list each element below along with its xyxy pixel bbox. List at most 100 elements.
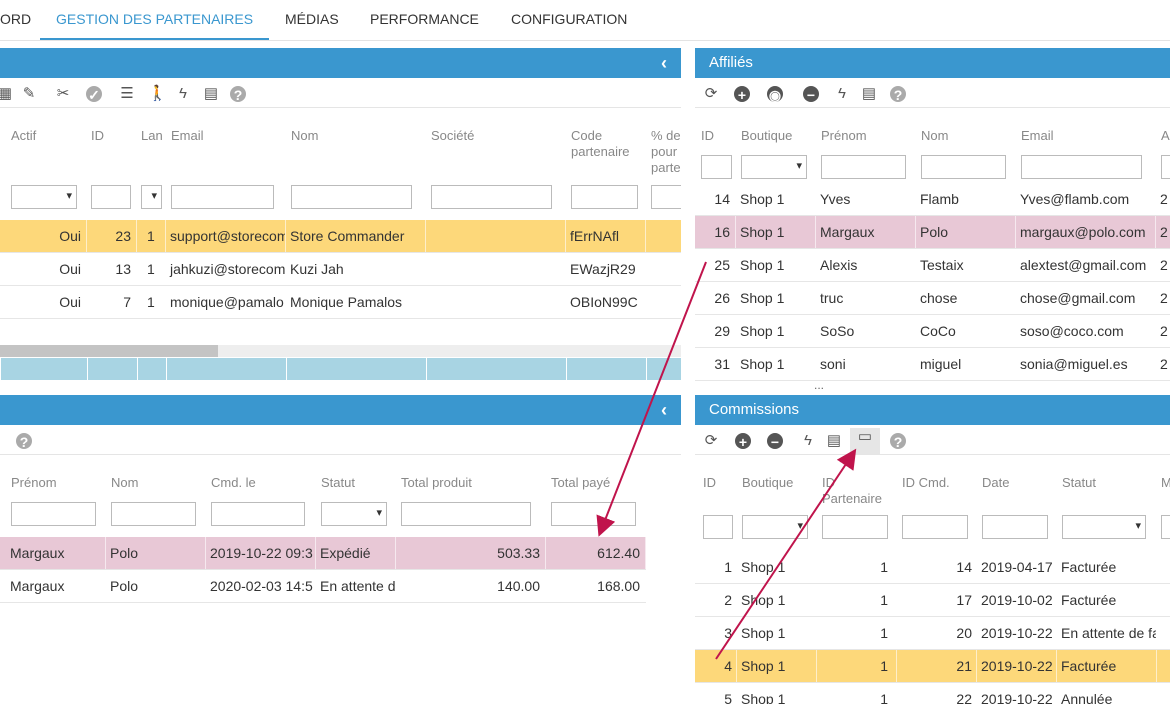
column-header[interactable]: Code partenaire — [571, 128, 630, 159]
tab-configuration[interactable]: CONFIGURATION — [511, 11, 628, 27]
collapse-chevron-icon[interactable]: ‹ — [661, 53, 667, 73]
tab-performance[interactable]: PERFORMANCE — [370, 11, 479, 27]
column-header[interactable]: Prénom — [11, 475, 57, 490]
help-icon[interactable]: ? — [230, 86, 246, 103]
column-header[interactable]: Total produit — [401, 475, 472, 490]
column-filter-input[interactable] — [1161, 155, 1170, 179]
column-filter-select[interactable] — [741, 155, 807, 179]
column-filter-select[interactable] — [1062, 515, 1146, 539]
column-filter-input[interactable] — [921, 155, 1006, 179]
export-icon[interactable]: ▤ — [826, 432, 842, 449]
column-filter-input[interactable] — [651, 185, 681, 209]
column-header[interactable]: Email — [171, 128, 204, 143]
table-row[interactable]: 4 Shop 1 1 21 2019-10-22 Facturée — [695, 650, 1170, 683]
column-header[interactable]: ID Cmd. — [902, 475, 950, 490]
column-header[interactable]: ID — [91, 128, 104, 143]
column-header[interactable]: Nom — [111, 475, 139, 490]
column-filter-select[interactable] — [321, 502, 387, 526]
table-row[interactable]: 1 Shop 1 1 14 2019-04-17 Facturée — [695, 551, 1170, 584]
column-filter-input[interactable] — [1161, 515, 1170, 539]
column-filter-input[interactable] — [91, 185, 131, 209]
column-filter-select[interactable] — [742, 515, 808, 539]
column-filter-input[interactable] — [822, 515, 888, 539]
help-icon[interactable]: ? — [890, 433, 906, 450]
column-filter-input[interactable] — [11, 502, 96, 526]
column-filter-input[interactable] — [291, 185, 412, 209]
table-row[interactable]: Oui 7 1 monique@pamalo Monique Pamalos OBIoN9… — [0, 286, 681, 319]
column-filter-input[interactable] — [1021, 155, 1142, 179]
column-header[interactable]: ID Partenaire — [822, 475, 882, 506]
table-row[interactable]: 3 Shop 1 1 20 2019-10-22 En attente de fa — [695, 617, 1170, 650]
column-header[interactable]: Lan — [141, 128, 163, 143]
column-filter-input[interactable] — [821, 155, 906, 179]
invoice-icon[interactable]: ▭ — [850, 428, 880, 454]
column-header[interactable]: Nom — [921, 128, 949, 143]
lightning-icon[interactable]: ϟ — [838, 85, 846, 102]
collapse-chevron-icon[interactable]: ‹ — [661, 400, 667, 420]
column-header[interactable]: Date — [982, 475, 1010, 490]
column-filter-input[interactable] — [701, 155, 732, 179]
table-row[interactable]: 5 Shop 1 1 22 2019-10-22 Annulée — [695, 683, 1170, 704]
column-header[interactable]: Actif — [11, 128, 37, 143]
table-row[interactable]: 14 Shop 1 Yves Flamb Yves@flamb.com 2 — [695, 183, 1170, 216]
lightning-icon[interactable]: ϟ — [804, 432, 812, 449]
export-icon[interactable]: ▤ — [861, 85, 877, 102]
column-header[interactable]: A — [1161, 128, 1170, 143]
column-header[interactable]: Email — [1021, 128, 1054, 143]
table-row[interactable]: 16 Shop 1 Margaux Polo margaux@polo.com 2 — [695, 216, 1170, 249]
check-icon[interactable]: ✓ — [86, 86, 102, 103]
unlink-icon[interactable]: ✂ — [56, 85, 70, 102]
column-filter-input[interactable] — [431, 185, 552, 209]
column-filter-input[interactable] — [902, 515, 968, 539]
column-filter-input[interactable] — [703, 515, 733, 539]
column-header[interactable]: ID — [701, 128, 714, 143]
help-icon[interactable]: ? — [16, 433, 32, 450]
column-filter-input[interactable] — [571, 185, 638, 209]
column-filter-input[interactable] — [551, 502, 636, 526]
tab-partners-management[interactable]: GESTION DES PARTENAIRES — [40, 0, 270, 40]
column-header[interactable]: Société — [431, 128, 475, 143]
column-header[interactable]: Cmd. le — [211, 475, 256, 490]
column-header[interactable]: Boutique — [742, 475, 794, 490]
remove-icon[interactable]: − — [767, 433, 783, 450]
column-filter-input[interactable] — [111, 502, 196, 526]
table-row[interactable]: Oui 23 1 support@storecom Store Commander fEr… — [0, 220, 681, 253]
column-header[interactable]: Statut — [321, 475, 355, 490]
table-row[interactable]: 26 Shop 1 truc chose chose@gmail.com 2 — [695, 282, 1170, 315]
column-filter-input[interactable] — [171, 185, 274, 209]
table-row[interactable]: 2 Shop 1 1 17 2019-10-02 Facturée — [695, 584, 1170, 617]
column-header[interactable]: Total payé — [551, 475, 611, 490]
tab-dashboard[interactable]: ORD — [0, 11, 32, 27]
column-header[interactable]: Nom — [291, 128, 319, 143]
column-filter-select[interactable] — [141, 185, 162, 209]
lightning-icon[interactable]: ϟ — [179, 85, 187, 102]
edit-icon[interactable]: ✎ — [22, 85, 36, 102]
column-filter-select[interactable] — [11, 185, 77, 209]
remove-icon[interactable]: − — [803, 86, 819, 103]
column-filter-input[interactable] — [211, 502, 305, 526]
horizontal-scrollbar[interactable] — [0, 345, 681, 357]
scrollbar-thumb[interactable] — [0, 345, 218, 357]
table-row[interactable]: Margaux Polo 2019-10-22 09:3 Expédié 503.33 6… — [0, 537, 646, 570]
refresh-icon[interactable]: ⟳ — [704, 85, 718, 102]
list-icon[interactable]: ☰ — [120, 85, 134, 102]
table-row[interactable]: Oui 13 1 jahkuzi@storecom Kuzi Jah EWazjR29 — [0, 253, 681, 286]
column-header[interactable]: ID — [703, 475, 716, 490]
globe-icon[interactable]: ◉ — [767, 86, 783, 103]
column-header[interactable]: % de pour parte — [651, 128, 681, 175]
table-row[interactable]: Margaux Polo 2020-02-03 14:5 En attente d 14… — [0, 570, 646, 603]
table-row[interactable]: 29 Shop 1 SoSo CoCo soso@coco.com 2 — [695, 315, 1170, 348]
column-header[interactable]: Boutique — [741, 128, 793, 143]
column-filter-input[interactable] — [401, 502, 531, 526]
column-filter-input[interactable] — [982, 515, 1048, 539]
tab-media[interactable]: MÉDIAS — [285, 11, 339, 27]
help-icon[interactable]: ? — [890, 86, 906, 103]
column-header[interactable]: Statut — [1062, 475, 1096, 490]
walker-icon[interactable]: 🚶 — [148, 85, 167, 102]
table-row[interactable]: 31 Shop 1 soni miguel sonia@miguel.es 2 — [695, 348, 1170, 381]
add-icon[interactable]: + — [735, 433, 751, 450]
refresh-icon[interactable]: ⟳ — [704, 432, 718, 449]
table-row[interactable]: 25 Shop 1 Alexis Testaix alextest@gmail.com 2 — [695, 249, 1170, 282]
column-header[interactable]: M — [1161, 475, 1170, 490]
grid-icon[interactable]: ▦ — [0, 85, 13, 102]
